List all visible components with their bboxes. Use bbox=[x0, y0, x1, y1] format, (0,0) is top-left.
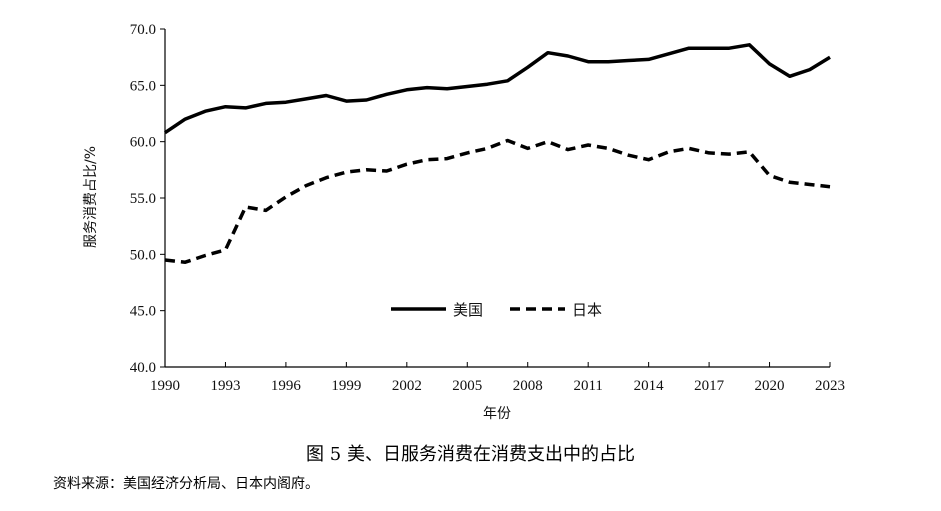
x-tick-label: 2008 bbox=[513, 378, 543, 394]
y-axis-title: 服务消费占比/% bbox=[83, 146, 99, 248]
x-tick-label: 1990 bbox=[150, 378, 180, 394]
axes bbox=[160, 28, 831, 368]
x-tick-label: 2014 bbox=[634, 378, 665, 394]
tick-labels: 40.0 45.0 50.0 55.0 60.0 65.0 70.0 1990 1993 1996… bbox=[130, 22, 845, 394]
series-line-usa bbox=[164, 43, 831, 135]
y-tick-label: 40.0 bbox=[130, 360, 156, 376]
y-tick-label: 45.0 bbox=[130, 304, 156, 320]
x-tick-label: 2020 bbox=[755, 378, 785, 394]
x-axis-title: 年份 bbox=[483, 406, 511, 422]
y-tick-label: 60.0 bbox=[130, 135, 156, 151]
series-lines bbox=[164, 43, 831, 264]
x-tick-label: 2005 bbox=[452, 378, 482, 394]
figure-caption: 图 5 美、日服务消费在消费支出中的占比 bbox=[306, 444, 635, 465]
x-tick-label: 1996 bbox=[271, 378, 302, 394]
legend: 美国 日本 bbox=[391, 301, 602, 319]
y-tick-label: 55.0 bbox=[130, 191, 156, 207]
x-tick-label: 1999 bbox=[331, 378, 361, 394]
series-line-japan bbox=[164, 138, 831, 264]
x-tick-label: 2002 bbox=[392, 378, 422, 394]
x-tick-label: 2011 bbox=[573, 378, 602, 394]
y-tick-label: 50.0 bbox=[130, 247, 156, 263]
x-tick-label: 1993 bbox=[210, 378, 240, 394]
x-tick-label: 2023 bbox=[815, 378, 845, 394]
legend-label-usa: 美国 bbox=[453, 301, 483, 319]
figure-source: 资料来源：美国经济分析局、日本内阁府。 bbox=[53, 476, 319, 492]
y-tick-label: 65.0 bbox=[130, 78, 156, 94]
legend-label-japan: 日本 bbox=[572, 301, 602, 319]
x-tick-label: 2017 bbox=[694, 378, 725, 394]
y-tick-label: 70.0 bbox=[130, 22, 156, 38]
